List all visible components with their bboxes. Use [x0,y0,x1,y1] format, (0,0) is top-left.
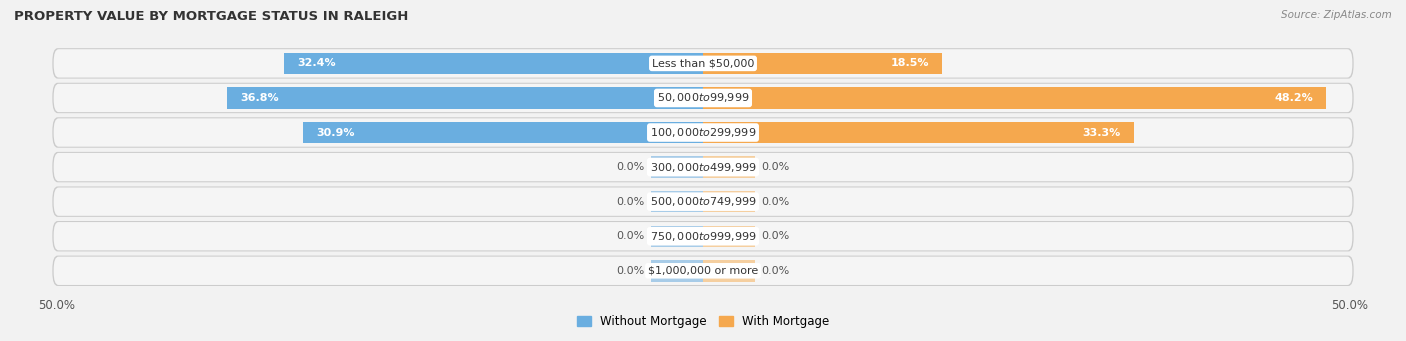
Text: 0.0%: 0.0% [761,266,789,276]
Text: 0.0%: 0.0% [617,266,645,276]
FancyBboxPatch shape [52,221,1354,251]
FancyBboxPatch shape [52,48,1354,78]
Bar [651,260,703,282]
Bar [304,122,703,143]
Bar [226,87,703,109]
Text: 0.0%: 0.0% [761,162,789,172]
Text: 0.0%: 0.0% [617,197,645,207]
Text: $1,000,000 or more: $1,000,000 or more [648,266,758,276]
FancyBboxPatch shape [53,222,1353,250]
Bar [651,157,703,178]
Text: 30.9%: 30.9% [316,128,354,137]
FancyBboxPatch shape [53,188,1353,216]
Text: 33.3%: 33.3% [1083,128,1121,137]
FancyBboxPatch shape [53,49,1353,77]
Text: $100,000 to $299,999: $100,000 to $299,999 [650,126,756,139]
Text: 32.4%: 32.4% [297,58,336,69]
Bar [703,260,755,282]
FancyBboxPatch shape [52,187,1354,217]
Bar [703,191,755,212]
Legend: Without Mortgage, With Mortgage: Without Mortgage, With Mortgage [572,310,834,333]
Bar [284,53,703,74]
FancyBboxPatch shape [53,257,1353,285]
Text: $50,000 to $99,999: $50,000 to $99,999 [657,91,749,104]
FancyBboxPatch shape [52,152,1354,182]
Bar [703,53,942,74]
Text: 0.0%: 0.0% [617,231,645,241]
FancyBboxPatch shape [53,118,1353,147]
Bar [651,191,703,212]
FancyBboxPatch shape [52,83,1354,113]
Bar [703,87,1326,109]
Text: 0.0%: 0.0% [617,162,645,172]
Text: 18.5%: 18.5% [891,58,929,69]
Bar [651,225,703,247]
Text: Less than $50,000: Less than $50,000 [652,58,754,69]
Text: PROPERTY VALUE BY MORTGAGE STATUS IN RALEIGH: PROPERTY VALUE BY MORTGAGE STATUS IN RAL… [14,10,408,23]
Bar [703,122,1133,143]
Text: 36.8%: 36.8% [240,93,278,103]
Text: 0.0%: 0.0% [761,197,789,207]
Text: Source: ZipAtlas.com: Source: ZipAtlas.com [1281,10,1392,20]
FancyBboxPatch shape [53,84,1353,112]
Bar [703,157,755,178]
FancyBboxPatch shape [52,117,1354,148]
Text: $500,000 to $749,999: $500,000 to $749,999 [650,195,756,208]
FancyBboxPatch shape [53,153,1353,181]
Text: 48.2%: 48.2% [1275,93,1313,103]
FancyBboxPatch shape [52,256,1354,286]
Text: 0.0%: 0.0% [761,231,789,241]
Bar [703,225,755,247]
Text: $300,000 to $499,999: $300,000 to $499,999 [650,161,756,174]
Text: $750,000 to $999,999: $750,000 to $999,999 [650,230,756,243]
